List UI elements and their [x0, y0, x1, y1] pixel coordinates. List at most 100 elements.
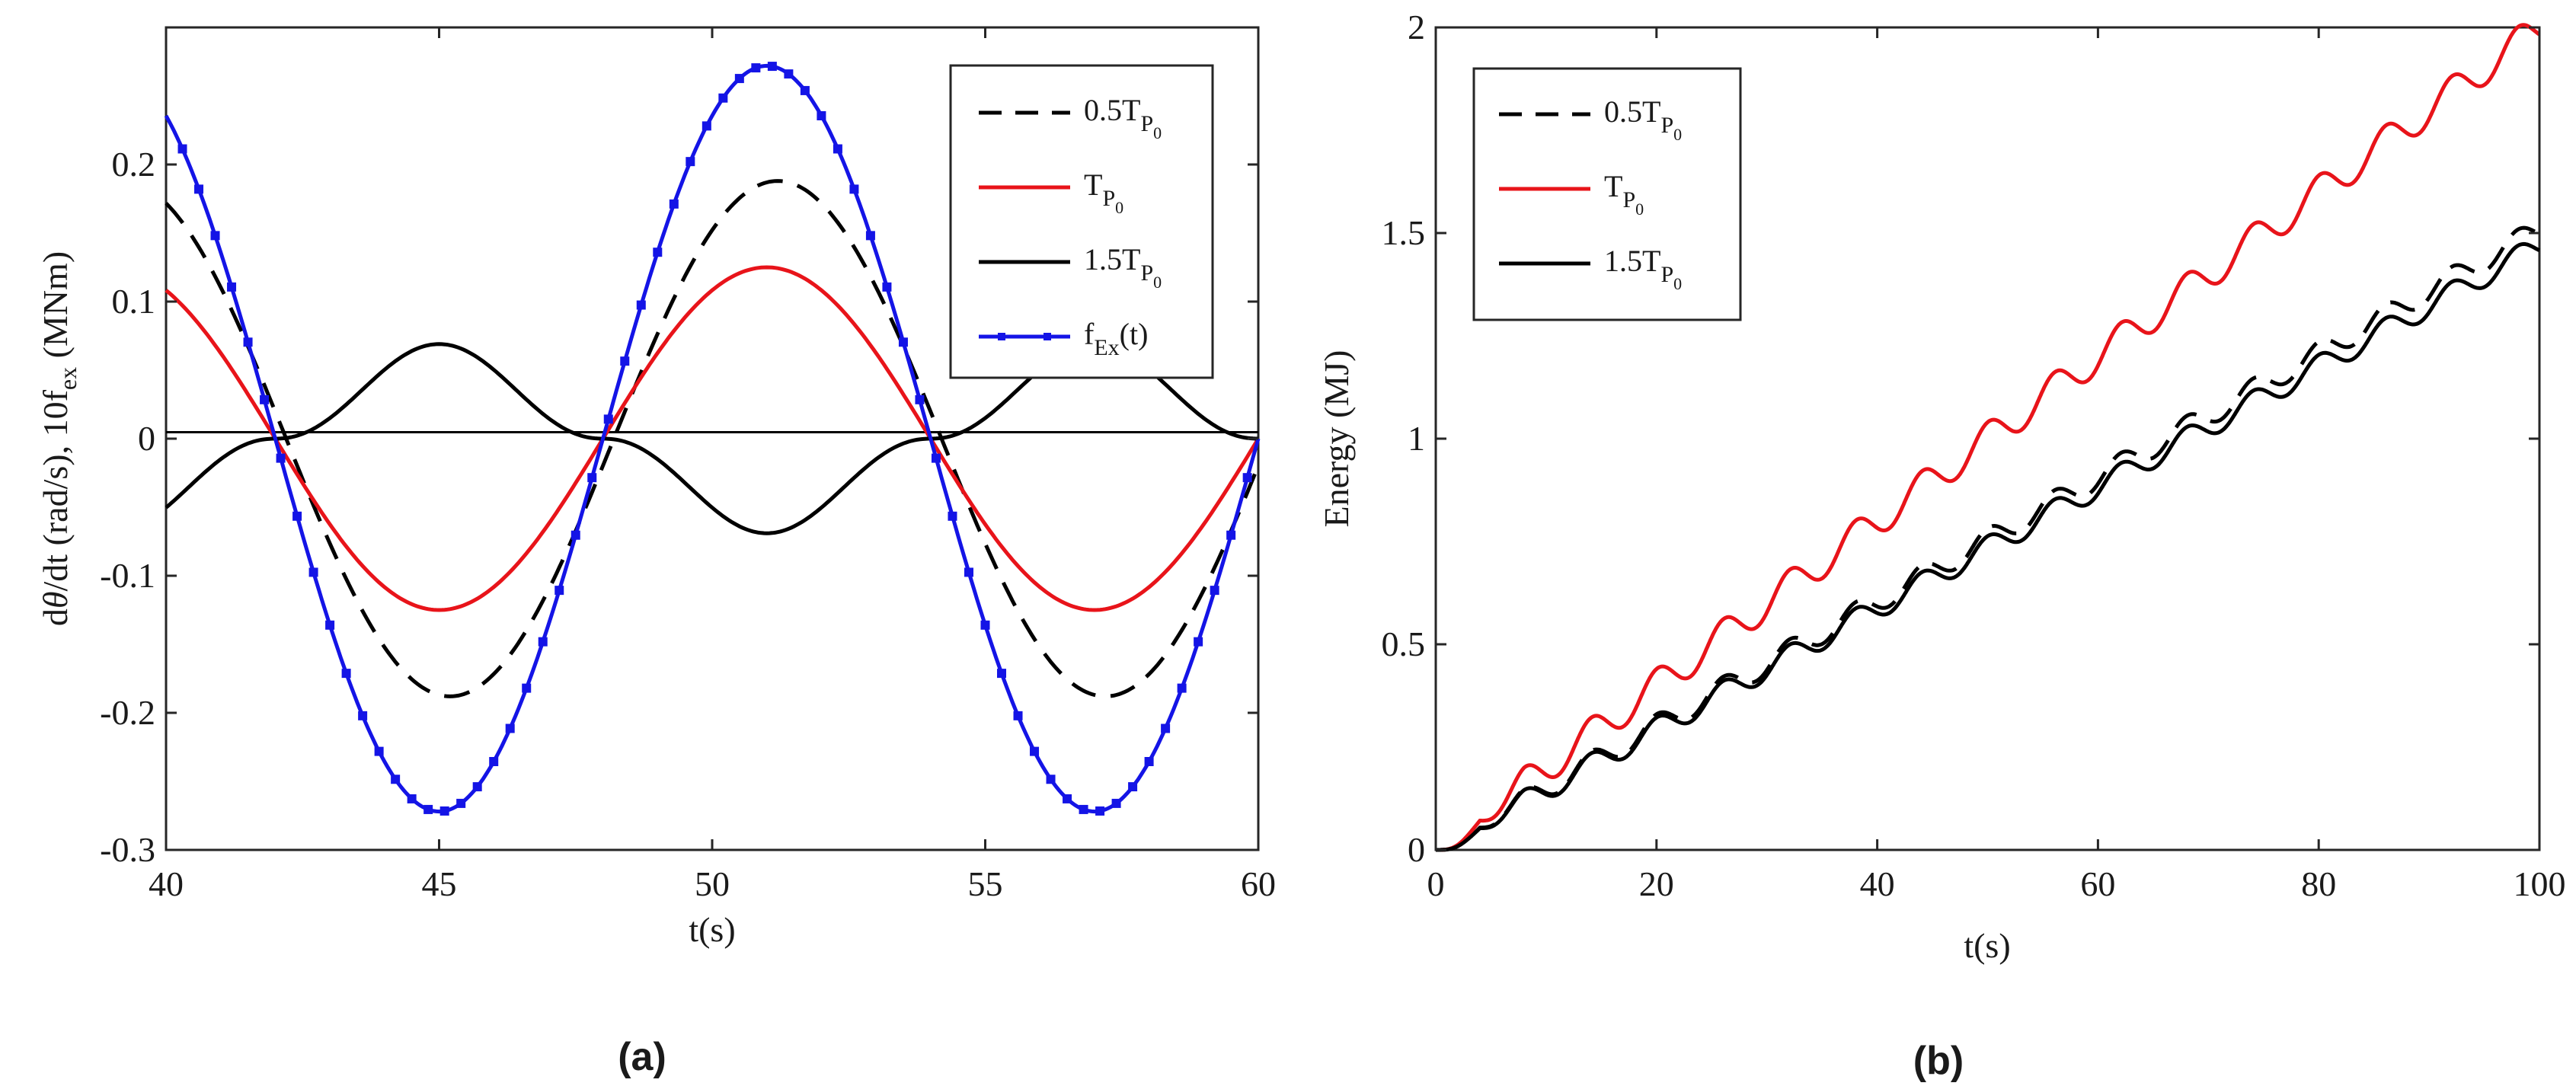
panel-a-series-marker	[997, 669, 1007, 679]
panel-b-x-tick-label: 60	[2080, 864, 2115, 903]
panel-a-series-marker	[686, 157, 695, 167]
panel-b-y-tick-label: 0	[1408, 830, 1425, 869]
panel-a-y-ticks: -0.3 -0.2 -0.1 0 0.1 0.2	[100, 145, 1258, 869]
panel-a-series-marker	[374, 746, 384, 756]
panel-a-series-marker	[177, 144, 187, 154]
panel-b-x-tick-label: 80	[2301, 864, 2336, 903]
panel-a-y-tick-label: -0.2	[100, 693, 155, 732]
panel-a-legend-label-1: TP0	[1084, 168, 1123, 217]
panel-a-series-marker	[1013, 711, 1023, 720]
panel-a-series-marker	[620, 356, 630, 366]
panel-a-x-axis-label: t(s)	[689, 910, 735, 949]
panel-b-x-tick-label: 100	[2514, 864, 2566, 903]
panel-a-series-marker	[1046, 775, 1056, 784]
panel-b-y-tick-label: 1	[1408, 419, 1425, 458]
panel-a-series-marker	[489, 757, 499, 767]
panel-a-series-marker	[522, 683, 532, 693]
panel-b-x-ticks: 0 20 40 60 80 100	[1427, 27, 2566, 903]
panel-a-legend-box	[949, 64, 1214, 379]
panel-a-x-tick-label: 40	[149, 864, 184, 903]
panel-a-legend: 0.5TP0 TP0 1.5TP0 fEx(t)	[949, 64, 1214, 379]
panel-b-x-tick-label: 0	[1427, 864, 1445, 903]
panel-a-series-marker	[1111, 798, 1121, 808]
panel-a-series-marker	[1144, 757, 1154, 767]
panel-a-series-marker	[194, 184, 204, 194]
panel-a-series-marker	[1128, 782, 1138, 792]
panel-a-series-marker	[1226, 530, 1236, 540]
panel-a-series-marker	[308, 567, 318, 577]
panel-b-legend-label-0: 0.5TP0	[1604, 94, 1682, 144]
panel-a-series-marker	[210, 231, 220, 241]
panel-a-series-marker	[865, 231, 875, 241]
panel-a-series	[164, 62, 1261, 816]
panel-a-series-marker	[1079, 804, 1088, 814]
panel-a-series-marker	[718, 93, 728, 103]
panel-a-series-marker	[964, 567, 973, 577]
panel-a-series-marker	[391, 775, 401, 784]
panel-b-y-tick-label: 1.5	[1382, 213, 1426, 252]
panel-a-series-marker	[227, 282, 237, 292]
panel-b-x-tick-label: 20	[1639, 864, 1674, 903]
panel-a-series-marker	[734, 74, 744, 84]
panel-a-x-tick-label: 60	[1241, 864, 1276, 903]
panel-b-y-axis-label: Energy (MJ)	[1317, 350, 1356, 528]
panel-b-series-line-2	[1436, 241, 2540, 852]
panel-b-series	[1436, 23, 2541, 852]
panel-a-series-marker	[833, 144, 842, 154]
panel-a-series-marker	[1063, 794, 1072, 803]
panel-a-y-tick-label: -0.3	[100, 830, 155, 869]
panel-a-series-marker	[800, 85, 810, 95]
panel-a-series-marker	[702, 121, 711, 131]
panel-a-series-marker	[751, 63, 761, 73]
panel-a-series-marker	[784, 69, 794, 79]
panel-a-series-marker	[915, 394, 925, 404]
panel-a-y-tick-label: 0.1	[112, 282, 156, 321]
panel-a-y-tick-label: 0.2	[112, 145, 156, 184]
panel-a-series-line-0	[165, 179, 1261, 698]
panel-a-series-marker	[603, 414, 613, 424]
panel-b-y-ticks: 0 0.5 1 1.5 2	[1382, 8, 2539, 869]
panel-a-x-tick-label: 50	[695, 864, 730, 903]
panel-a-series-line-3	[164, 63, 1261, 814]
panel-a-series-marker	[570, 530, 580, 540]
panel-a-series-marker	[1177, 683, 1187, 693]
panel-a-series-marker	[636, 300, 646, 310]
panel-a-series-marker	[456, 798, 466, 808]
panel-a-series-marker	[243, 337, 253, 347]
panel-b-legend: 0.5TP0 TP0 1.5TP0	[1472, 67, 1742, 321]
panel-a-series-marker	[439, 806, 449, 816]
panel-a-series-marker	[849, 184, 859, 194]
panel-a-series-marker	[1242, 473, 1252, 483]
panel-a-series-marker	[538, 637, 548, 647]
panel-a-series-marker	[980, 620, 990, 630]
panel-a-series-marker	[276, 453, 286, 463]
panel-a-series-marker	[1194, 637, 1203, 647]
panel-a-series-marker	[882, 282, 892, 292]
panel-a-legend-marker	[1044, 333, 1051, 340]
panel-a-label: (a)	[618, 1035, 666, 1079]
panel-a-legend-label-0: 0.5TP0	[1084, 93, 1162, 142]
panel-a-series-marker	[587, 473, 597, 483]
panel-a-y-axis-label: dθ/dt (rad/s), 10fex (MNm)	[36, 251, 81, 626]
panel-b-x-tick-label: 40	[1860, 864, 1895, 903]
panel-a-legend-marker	[998, 333, 1005, 340]
panel-a-series-marker	[1095, 806, 1105, 816]
panel-b: 0 20 40 60 80 100 00.511.52 t(s) Energy (MJ) …	[1317, 8, 2566, 1083]
panel-a-x-tick-label: 55	[968, 864, 1003, 903]
panel-a-series-marker	[555, 586, 564, 596]
panel-a-x-ticks: 40 45 50 55 60	[149, 27, 1276, 903]
panel-a-series-marker	[505, 723, 515, 733]
panel-a-series-marker	[358, 711, 368, 720]
panel-a-series-marker	[669, 199, 679, 209]
panel-a-x-tick-label: 45	[422, 864, 457, 903]
panel-a-series-marker	[1210, 586, 1219, 596]
panel-a-series-line-1	[165, 265, 1261, 612]
panel-b-legend-box	[1472, 67, 1742, 321]
panel-b-series-line-1	[1436, 23, 2541, 852]
panel-a-series-marker	[767, 62, 777, 72]
panel-a-series-marker	[292, 511, 302, 521]
panel-a-series-marker	[898, 337, 908, 347]
panel-a-y-tick-label: -0.1	[100, 556, 155, 595]
panel-a-legend-label-2: 1.5TP0	[1084, 242, 1162, 292]
